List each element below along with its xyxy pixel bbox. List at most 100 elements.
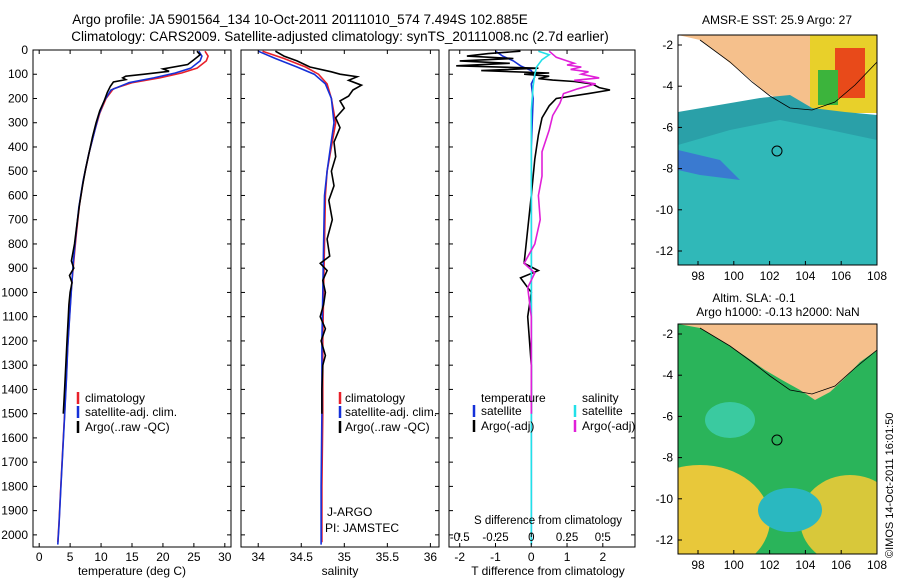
figure-title-line1: Argo profile: JA 5901564_134 10-Oct-2011… xyxy=(72,12,528,27)
temperature-series-0 xyxy=(57,50,209,543)
map-ytick-label: -12 xyxy=(656,533,674,547)
depth-yticks: 0 100 200 300 400 500 600 700 800 900 1000 1100 1200… xyxy=(1,43,28,542)
salinity-difference-ticks: -0.5 -0.25 0 0.25 0.5 xyxy=(450,532,611,544)
imos-credit: ©IMOS 14-Oct-2011 16:01:50 xyxy=(884,413,896,558)
map-xtick-label: 102 xyxy=(760,269,780,283)
map-xtick-label: 108 xyxy=(867,269,887,283)
sst-green-patch xyxy=(818,70,838,105)
sst-hot-patch xyxy=(835,48,865,98)
map-ytick-label: -10 xyxy=(656,203,674,217)
salinity-annotation-line2: PI: JAMSTEC xyxy=(325,521,399,535)
sst-map-yticks: -2 -4 -6 -8 -10 -12 xyxy=(656,38,682,258)
salinity-difference-label: S difference from climatology xyxy=(474,515,622,527)
stick-label: -0.25 xyxy=(482,532,508,544)
sst-map-xticks: 98 100 102 104 106 108 xyxy=(691,261,887,283)
xtick-label: 15 xyxy=(125,550,139,564)
legend-t-argo-label: Argo(-adj) xyxy=(481,419,534,433)
stick-label: 0 xyxy=(528,532,534,544)
map-xtick-label: 106 xyxy=(831,269,851,283)
sla-map-yticks: -2 -4 -6 -8 -10 -12 xyxy=(656,327,682,547)
xtick-label: 5 xyxy=(67,550,74,564)
legend-s-satellite-label: satellite xyxy=(582,404,623,418)
map-xtick-label: 108 xyxy=(867,558,887,572)
xtick-label: 10 xyxy=(94,550,108,564)
sst-argo-location xyxy=(771,145,783,157)
sla-land-sumatra xyxy=(678,324,877,400)
legend-salinity-title: salinity xyxy=(582,391,619,405)
temperature-series-1 xyxy=(57,50,203,545)
xtick-label: 36 xyxy=(424,550,438,564)
map-ytick-label: -2 xyxy=(662,327,673,341)
xtick-label: 2 xyxy=(599,550,606,564)
map-ytick-label: -8 xyxy=(662,451,673,465)
temperature-difference-label: T difference from climatology xyxy=(471,564,625,578)
depth-tick-label: 500 xyxy=(8,164,28,178)
salinity-annotation-line1: J-ARGO xyxy=(327,505,372,519)
map-xtick-label: 98 xyxy=(691,269,705,283)
difference-series-1 xyxy=(456,50,611,414)
legend-climatology-label: climatology xyxy=(85,391,145,405)
map-ytick-label: -2 xyxy=(662,38,673,52)
legend-s-argo-label: Argo(-adj) xyxy=(582,419,635,433)
map-ytick-label: -6 xyxy=(662,120,673,134)
depth-tick-label: 1100 xyxy=(2,310,28,324)
salinity-panel: 34 34.5 35 35.5 36 salinity J-ARGO PI: JAMST… xyxy=(240,49,440,578)
depth-tick-label: 1300 xyxy=(1,358,28,372)
depth-tick-label: 800 xyxy=(8,237,28,251)
depth-tick-label: 1900 xyxy=(1,504,28,518)
difference-panel: -2 -1 0 1 2 -0.5 -0.25 0 0.25 0.5 S difference f… xyxy=(448,49,636,578)
legend-argo-label: Argo(..raw -QC) xyxy=(85,420,170,434)
map-xtick-label: 104 xyxy=(795,558,815,572)
difference-lines xyxy=(456,50,611,545)
temperature-panel: 0 5 10 15 20 25 30 0 100 200 300 400 500 600 700 800 90… xyxy=(1,43,232,578)
salinity-series-2 xyxy=(275,50,364,414)
sla-map-title-line2: Argo h1000: -0.13 h2000: NaN xyxy=(696,305,859,319)
figure-title-line2: Climatology: CARS2009. Satellite-adjuste… xyxy=(71,29,609,44)
xtick-label: 0 xyxy=(528,550,535,564)
salinity-lines xyxy=(257,50,364,545)
map-xtick-label: 104 xyxy=(795,269,815,283)
depth-tick-label: 900 xyxy=(8,261,28,275)
sla-map-xticks: 98 100 102 104 106 108 xyxy=(691,550,887,572)
stick-label: 0.5 xyxy=(595,532,611,544)
salinity-xticks: 34 34.5 35 35.5 36 xyxy=(241,49,439,564)
difference-series-3 xyxy=(523,50,600,414)
map-xtick-label: 106 xyxy=(831,558,851,572)
sst-java-land xyxy=(730,35,760,55)
temperature-axes-frame xyxy=(32,49,232,548)
sla-map: Altim. SLA: -0.1 Argo h1000: -0.13 h2000… xyxy=(656,291,888,572)
xtick-label: 34.5 xyxy=(290,550,314,564)
difference-legend: temperature salinity satellite Argo(-adj… xyxy=(472,391,635,433)
sst-map-frame xyxy=(677,34,878,266)
xtick-label: 35 xyxy=(338,550,352,564)
map-xtick-label: 98 xyxy=(691,558,705,572)
sst-cold-strip xyxy=(678,150,740,180)
xtick-label: 35.5 xyxy=(376,550,400,564)
depth-tick-label: 100 xyxy=(8,67,28,81)
difference-xticks: -2 -1 0 1 2 xyxy=(449,49,635,564)
depth-tick-label: 1700 xyxy=(1,455,28,469)
sla-low-eddy-north xyxy=(705,402,755,438)
depth-tick-label: 1500 xyxy=(1,407,28,421)
difference-series-2 xyxy=(530,50,551,545)
sla-map-frame xyxy=(677,323,878,555)
stick-label: -0.5 xyxy=(450,532,470,544)
sla-argo-location xyxy=(771,434,783,446)
temperature-xticks: 0 5 10 15 20 25 30 xyxy=(33,49,232,564)
temperature-legend: climatology satellite-adj. clim. Argo(..… xyxy=(76,391,177,434)
xtick-label: -2 xyxy=(454,550,465,564)
map-xtick-label: 100 xyxy=(724,269,744,283)
map-ytick-label: -8 xyxy=(662,162,673,176)
legend-satellite-label: satellite-adj. clim. xyxy=(85,405,177,419)
stick-label: 0.25 xyxy=(556,532,578,544)
legend-temperature-title: temperature xyxy=(481,391,546,405)
map-xtick-label: 100 xyxy=(724,558,744,572)
sst-cool-region xyxy=(678,120,877,265)
temperature-series-2 xyxy=(62,50,202,414)
salinity-axes-frame xyxy=(240,49,440,548)
map-ytick-label: -4 xyxy=(662,368,673,382)
sla-low-eddy xyxy=(758,488,822,532)
legend-argo-label: Argo(..raw -QC) xyxy=(345,420,430,434)
legend-t-satellite-label: satellite xyxy=(481,404,522,418)
